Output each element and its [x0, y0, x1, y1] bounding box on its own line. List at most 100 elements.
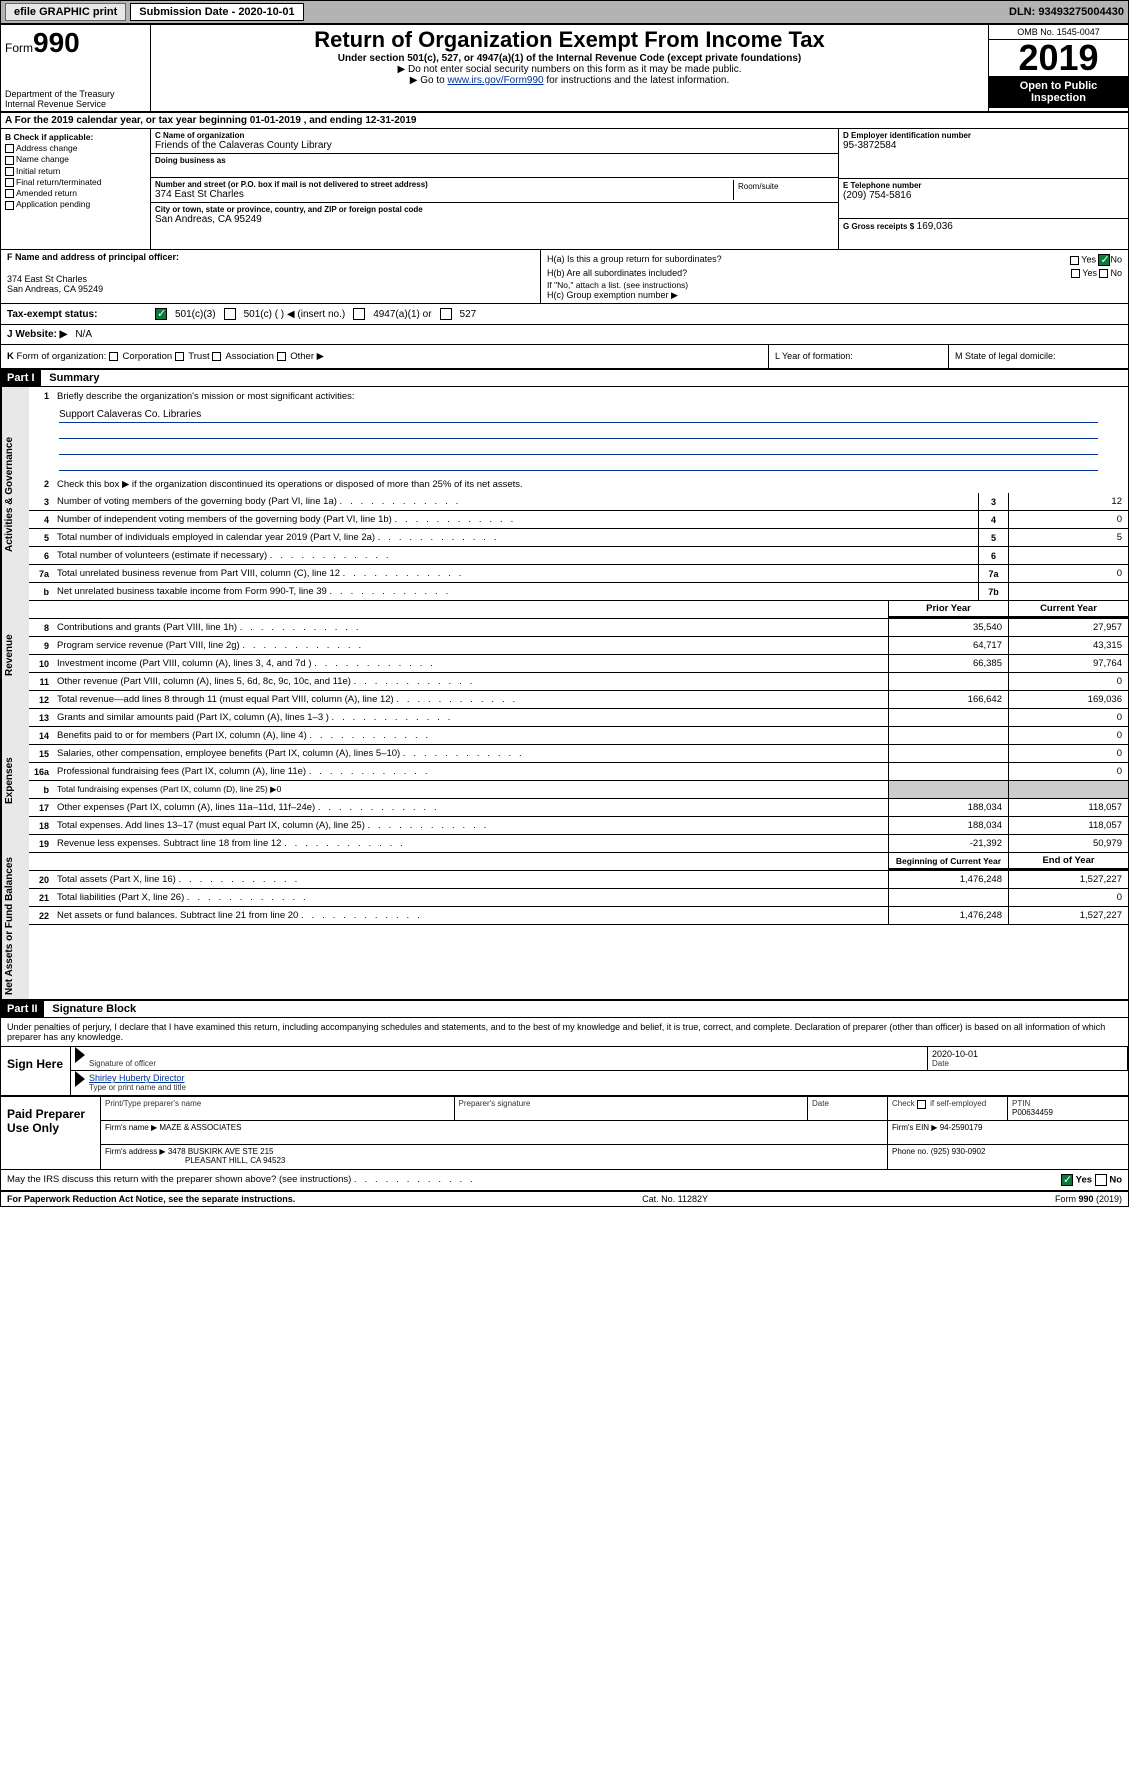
pra-notice: For Paperwork Reduction Act Notice, see …	[7, 1194, 295, 1204]
box-b: B Check if applicable: Address change Na…	[1, 129, 151, 249]
chk-application-pending[interactable]: Application pending	[5, 199, 146, 209]
line-18: 18Total expenses. Add lines 13–17 (must …	[29, 817, 1128, 835]
org-name-label: C Name of organization	[155, 131, 834, 140]
hb-row: H(b) Are all subordinates included? Yes …	[547, 268, 1122, 278]
chk-501c3[interactable]	[155, 308, 167, 320]
sign-here-block: Sign Here Signature of officer 2020-10-0…	[1, 1047, 1128, 1097]
form-subtitle: Under section 501(c), 527, or 4947(a)(1)…	[155, 53, 984, 64]
mission-block: Support Calaveras Co. Libraries	[29, 405, 1128, 475]
chk-amended-return[interactable]: Amended return	[5, 188, 146, 198]
line-4: 4Number of independent voting members of…	[29, 511, 1128, 529]
ptin: PTINP00634459	[1008, 1097, 1128, 1120]
hb-label: H(b) Are all subordinates included?	[547, 268, 687, 278]
form990-link[interactable]: www.irs.gov/Form990	[447, 75, 543, 86]
line-5: 5Total number of individuals employed in…	[29, 529, 1128, 547]
goto-note: ▶ Go to www.irs.gov/Form990 for instruct…	[155, 75, 984, 86]
line-b: bTotal fundraising expenses (Part IX, co…	[29, 781, 1128, 799]
header-right: OMB No. 1545-0047 2019 Open to Public In…	[988, 25, 1128, 111]
vtab-netassets: Net Assets or Fund Balances	[1, 853, 29, 999]
arrow-icon	[75, 1047, 85, 1063]
hb-no[interactable]	[1099, 269, 1108, 278]
line-9: 9Program service revenue (Part VIII, lin…	[29, 637, 1128, 655]
efile-print-button[interactable]: efile GRAPHIC print	[5, 3, 126, 21]
tax-exempt-row: Tax-exempt status: 501(c)(3) 501(c) ( ) …	[1, 304, 1128, 325]
q2-text: Check this box ▶ if the organization dis…	[57, 479, 523, 490]
vtab-governance: Activities & Governance	[1, 387, 29, 601]
chk-final-return[interactable]: Final return/terminated	[5, 177, 146, 187]
lbl-4947: 4947(a)(1) or	[373, 309, 431, 320]
website-row: J Website: ▶ N/A	[1, 325, 1128, 345]
hb-yes[interactable]	[1071, 269, 1080, 278]
ha-label: H(a) Is this a group return for subordin…	[547, 254, 722, 266]
discuss-text: May the IRS discuss this return with the…	[7, 1174, 473, 1186]
line-15: 15Salaries, other compensation, employee…	[29, 745, 1128, 763]
org-name: Friends of the Calaveras County Library	[155, 140, 834, 151]
chk-address-change[interactable]: Address change	[5, 143, 146, 153]
ssn-note: ▶ Do not enter social security numbers o…	[155, 64, 984, 75]
sig-date: 2020-10-01Date	[928, 1047, 1128, 1070]
chk-name-change[interactable]: Name change	[5, 154, 146, 164]
city-value: San Andreas, CA 95249	[155, 214, 834, 225]
line-20: 20Total assets (Part X, line 16)1,476,24…	[29, 871, 1128, 889]
line-10: 10Investment income (Part VIII, column (…	[29, 655, 1128, 673]
phone-value: (209) 754-5816	[843, 190, 1124, 201]
ha-no[interactable]	[1098, 254, 1110, 266]
line-19: 19Revenue less expenses. Subtract line 1…	[29, 835, 1128, 853]
netassets-section: Net Assets or Fund Balances Beginning of…	[1, 853, 1128, 1001]
website-label: J Website: ▶	[7, 329, 67, 340]
gross-label: G Gross receipts $	[843, 222, 914, 231]
line-16a: 16aProfessional fundraising fees (Part I…	[29, 763, 1128, 781]
governance-section: Activities & Governance 1 Briefly descri…	[1, 387, 1128, 601]
firm-phone: Phone no. (925) 930-0902	[888, 1145, 1128, 1169]
street-value: 374 East St Charles	[155, 189, 733, 200]
ha-yes[interactable]	[1070, 256, 1079, 265]
city-label: City or town, state or province, country…	[155, 205, 834, 214]
goto-post: for instructions and the latest informat…	[544, 75, 730, 86]
self-employed: Check if self-employed	[888, 1097, 1008, 1120]
col-prior: Prior Year	[888, 601, 1008, 618]
section-bcd: B Check if applicable: Address change Na…	[1, 129, 1128, 250]
ein-cell: D Employer identification number 95-3872…	[839, 129, 1128, 179]
phone-cell: E Telephone number (209) 754-5816	[839, 179, 1128, 219]
dba-label: Doing business as	[155, 156, 834, 165]
line-7a: 7aTotal unrelated business revenue from …	[29, 565, 1128, 583]
line-7b: bNet unrelated business taxable income f…	[29, 583, 1128, 601]
firm-ein: Firm's EIN ▶ 94-2590179	[888, 1121, 1128, 1144]
header-left: Form990 Department of the Treasury Inter…	[1, 25, 151, 111]
section-a-text: A For the 2019 calendar year, or tax yea…	[5, 115, 416, 126]
chk-initial-return[interactable]: Initial return	[5, 166, 146, 176]
tax-year: 2019	[989, 40, 1128, 76]
expenses-section: Expenses 13Grants and similar amounts pa…	[1, 709, 1128, 853]
discuss-no[interactable]	[1095, 1174, 1107, 1186]
lbl-527: 527	[460, 309, 477, 320]
paid-preparer-label: Paid Preparer Use Only	[1, 1097, 101, 1169]
box-b-title: B Check if applicable:	[5, 132, 93, 142]
line-m: M State of legal domicile:	[948, 345, 1128, 368]
line-2: 2 Check this box ▶ if the organization d…	[29, 475, 1128, 493]
gross-cell: G Gross receipts $ 169,036	[839, 219, 1128, 249]
discuss-yes[interactable]	[1061, 1174, 1073, 1186]
col-begin: Beginning of Current Year	[888, 853, 1008, 870]
chk-4947[interactable]	[353, 308, 365, 320]
form-header: Form990 Department of the Treasury Inter…	[1, 25, 1128, 113]
part1-header: Part I Summary	[1, 370, 1128, 387]
cat-no: Cat. No. 11282Y	[642, 1194, 708, 1204]
website-value: N/A	[75, 329, 92, 340]
box-f: F Name and address of principal officer:…	[1, 250, 541, 303]
org-name-cell: C Name of organization Friends of the Ca…	[151, 129, 838, 154]
room-suite: Room/suite	[734, 180, 834, 200]
preparer-signature: Preparer's signature	[455, 1097, 809, 1120]
chk-527[interactable]	[440, 308, 452, 320]
line-14: 14Benefits paid to or for members (Part …	[29, 727, 1128, 745]
chk-501c[interactable]	[224, 308, 236, 320]
form-title: Return of Organization Exempt From Incom…	[155, 27, 984, 53]
line-1: 1 Briefly describe the organization's mi…	[29, 387, 1128, 405]
firm-address: Firm's address ▶ 3478 BUSKIRK AVE STE 21…	[101, 1145, 888, 1169]
firm-name: Firm's name ▶ MAZE & ASSOCIATES	[101, 1121, 888, 1144]
line-3: 3Number of voting members of the governi…	[29, 493, 1128, 511]
officer-addr1: 374 East St Charles	[7, 274, 534, 284]
vtab-expenses: Expenses	[1, 709, 29, 853]
section-a: A For the 2019 calendar year, or tax yea…	[1, 113, 1128, 129]
form-number: 990	[33, 27, 80, 58]
officer-signature: Signature of officer	[85, 1047, 928, 1070]
